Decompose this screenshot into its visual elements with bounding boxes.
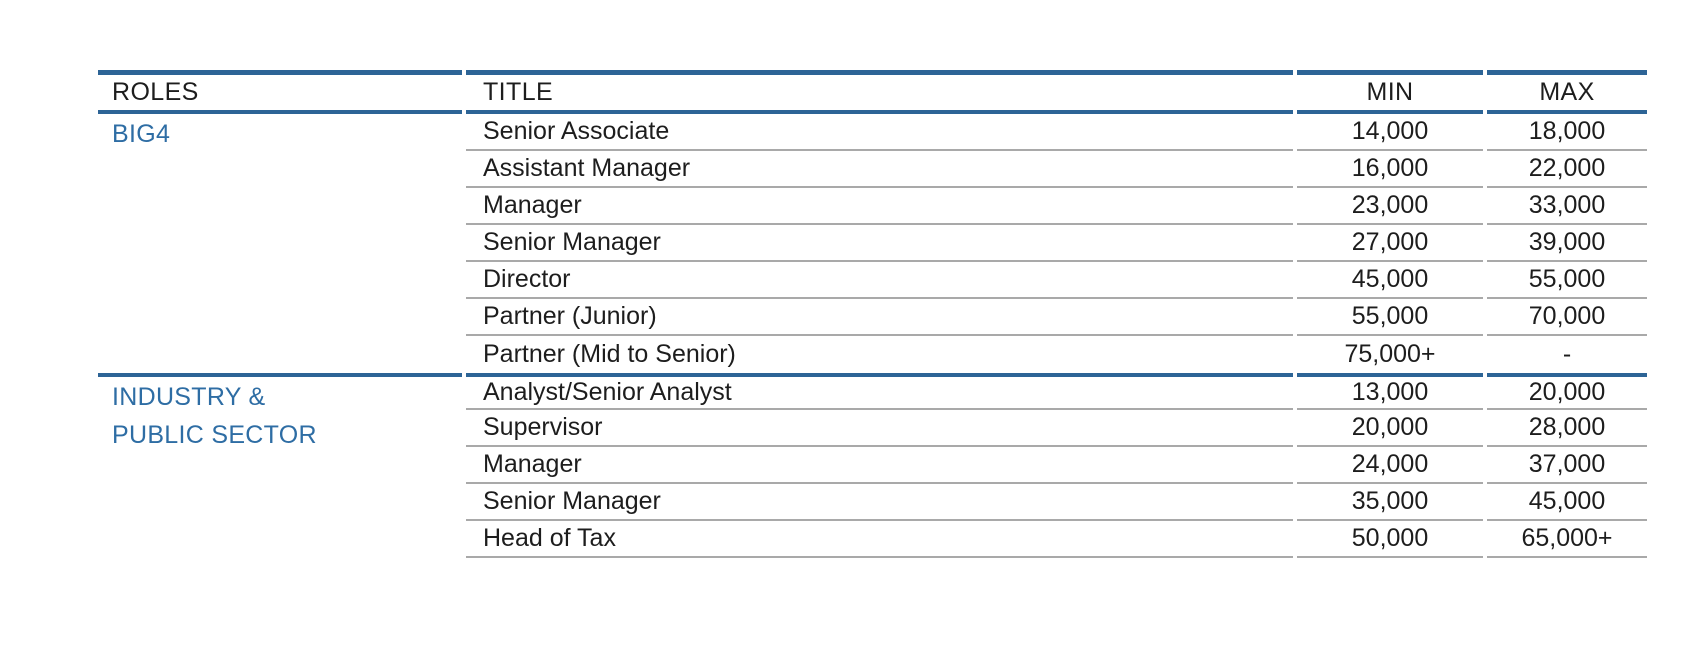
table-row: Manager 23,000 33,000	[98, 188, 1647, 225]
title-cell: Director	[466, 262, 1293, 299]
table-row: Supervisor 20,000 28,000	[98, 410, 1647, 447]
min-cell: 13,000	[1297, 373, 1483, 410]
min-cell: 45,000	[1297, 262, 1483, 299]
table-row: Head of Tax 50,000 65,000+	[98, 521, 1647, 558]
salary-table-header: ROLES TITLE MIN MAX	[98, 70, 1647, 114]
max-cell: 18,000	[1487, 114, 1647, 151]
max-cell: 33,000	[1487, 188, 1647, 225]
title-cell: Supervisor	[466, 410, 1293, 447]
max-cell: -	[1562, 340, 1572, 368]
title-cell: Partner (Junior)	[466, 299, 1293, 336]
title-cell: Senior Associate	[466, 114, 1293, 151]
max-cell: 20,000	[1487, 373, 1647, 410]
title-cell: Senior Manager	[466, 484, 1293, 521]
header-roles: ROLES	[98, 70, 462, 114]
title-cell: Analyst/Senior Analyst	[466, 373, 1293, 410]
min-cell: 23,000	[1297, 188, 1483, 225]
title-cell: Manager	[466, 447, 1293, 484]
table-row: BIG4 Senior Associate 14,000 18,000	[98, 114, 1647, 151]
title-cell: Manager	[466, 188, 1293, 225]
header-min: MIN	[1297, 70, 1483, 114]
title-cell: Senior Manager	[466, 225, 1293, 262]
role-group-label-line: INDUSTRY &	[112, 383, 266, 411]
table-row: Senior Manager 27,000 39,000	[98, 225, 1647, 262]
title-cell: Partner (Mid to Senior)	[483, 340, 736, 368]
role-group-label-line: BIG4	[112, 120, 171, 148]
min-cell: 35,000	[1297, 484, 1483, 521]
min-cell: 50,000	[1297, 521, 1483, 558]
max-cell: 45,000	[1487, 484, 1647, 521]
max-cell: 65,000+	[1487, 521, 1647, 558]
table-row: INDUSTRY & PUBLIC SECTOR Analyst/Senior An…	[98, 373, 1647, 449]
table-row: Senior Manager 35,000 45,000	[98, 484, 1647, 521]
table-row: Assistant Manager 16,000 22,000	[98, 151, 1647, 188]
salary-table-body: BIG4 Senior Associate 14,000 18,000 Assistan…	[98, 114, 1647, 558]
table-row: Director 45,000 55,000	[98, 262, 1647, 299]
header-max: MAX	[1487, 70, 1647, 114]
header-title: TITLE	[466, 70, 1293, 114]
max-cell: 28,000	[1487, 410, 1647, 447]
title-cell: Head of Tax	[466, 521, 1293, 558]
min-cell: 75,000+	[1344, 340, 1436, 368]
max-cell: 39,000	[1487, 225, 1647, 262]
role-group-label: INDUSTRY & PUBLIC SECTOR	[98, 373, 462, 558]
role-group-label: BIG4	[98, 114, 462, 373]
table-row: Partner (Junior) 55,000 70,000	[98, 299, 1647, 336]
min-cell: 16,000	[1297, 151, 1483, 188]
table-row: Manager 24,000 37,000	[98, 447, 1647, 484]
header-row: ROLES TITLE MIN MAX	[98, 70, 1647, 114]
min-cell: 24,000	[1297, 447, 1483, 484]
max-cell: 55,000	[1487, 262, 1647, 299]
title-cell: Assistant Manager	[466, 151, 1293, 188]
max-cell: 22,000	[1487, 151, 1647, 188]
min-cell: 20,000	[1297, 410, 1483, 447]
min-cell: 27,000	[1297, 225, 1483, 262]
salary-table: ROLES TITLE MIN MAX BIG4 Senior Associate…	[94, 70, 1651, 558]
role-group-label-line: PUBLIC SECTOR	[112, 421, 317, 449]
max-cell: 37,000	[1487, 447, 1647, 484]
min-cell: 55,000	[1297, 299, 1483, 336]
table-row: Partner (Mid to Senior) 75,000+ -	[98, 336, 1647, 373]
min-cell: 14,000	[1297, 114, 1483, 151]
max-cell: 70,000	[1487, 299, 1647, 336]
